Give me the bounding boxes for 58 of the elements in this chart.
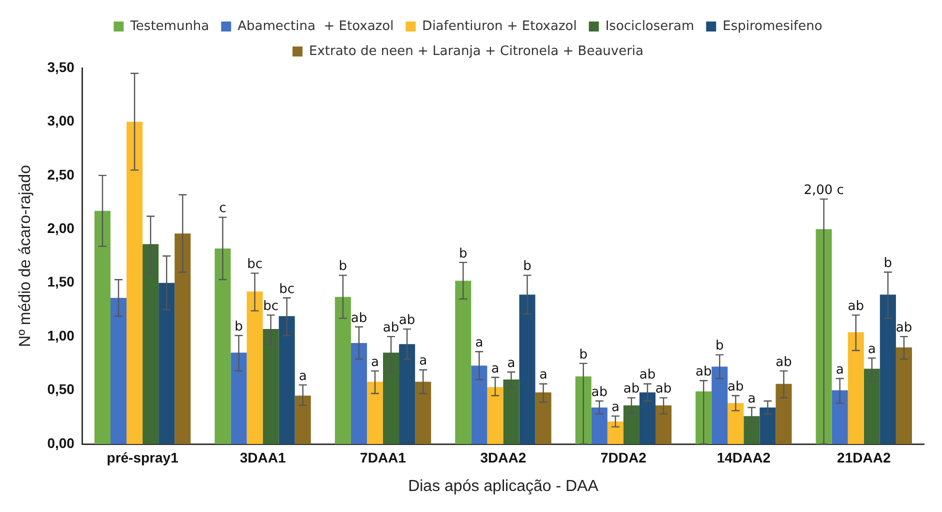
x-tick-label: 21DAA2 [837, 449, 891, 466]
data-label: a [475, 335, 484, 350]
data-label: ab [591, 384, 608, 400]
data-label: bc [263, 298, 278, 314]
y-tick-label: 2,00 [47, 220, 75, 236]
y-tick-label: 1,50 [47, 274, 75, 290]
data-label: a [748, 391, 756, 406]
x-tick-label: 3DAA1 [240, 449, 286, 466]
y-axis-title: Nº médio de ácaro-rajado [17, 164, 34, 347]
x-tick-label: 7DDA2 [600, 449, 647, 466]
x-tick-label: 14DAA2 [716, 449, 771, 466]
data-label: b [459, 246, 468, 262]
data-label: ab [848, 298, 864, 314]
legend-label: Espiromesifeno [722, 18, 822, 34]
data-label: b [715, 338, 724, 354]
legend-label: Testemunha [129, 18, 210, 34]
data-label: c [219, 201, 226, 216]
x-tick-label: pré-spray1 [106, 449, 179, 466]
legend-label: Abamectina + Etoxazol [238, 18, 394, 34]
data-label: ab [695, 364, 712, 380]
data-label: ab [776, 354, 792, 370]
data-label: ab [896, 320, 912, 336]
data-label: b [884, 256, 892, 271]
y-tick-label: 3,00 [47, 112, 75, 129]
x-axis-title: Dias após aplicação - DAA [408, 478, 599, 495]
data-label: ab [639, 368, 656, 383]
x-tick-label: 7DAA1 [360, 449, 406, 466]
data-label: b [338, 259, 348, 274]
legend-label: Diafentiuron + Etoxazol [422, 18, 577, 34]
data-label: ab [382, 320, 400, 336]
data-label: a [371, 354, 379, 370]
legend-label: Isocicloseram [605, 18, 694, 34]
x-tick-label: 3DAA2 [480, 449, 526, 466]
data-label: 2,00 c [804, 182, 844, 198]
y-tick-label: 3,50 [47, 58, 75, 75]
data-label: ab [350, 310, 368, 326]
data-label: ab [398, 312, 416, 328]
data-label: a [836, 362, 844, 378]
y-tick-label: 2,50 [47, 166, 75, 182]
legend-label: Extrato de neen + Laranja + Citronela + Beauveria [308, 44, 644, 59]
data-label: a [298, 368, 307, 384]
data-label: a [539, 368, 548, 383]
data-label: a [868, 342, 876, 357]
data-label: a [507, 356, 516, 371]
data-label: a [611, 400, 620, 415]
data-label: bc [247, 257, 262, 272]
data-label: ab [728, 380, 744, 395]
data-label: a [419, 354, 428, 369]
y-tick-label: 0,50 [47, 381, 75, 398]
y-tick-label: 1,00 [47, 327, 75, 344]
y-tick-label: 0,00 [47, 434, 75, 451]
data-label: a [491, 361, 500, 376]
data-label: bc [279, 282, 295, 297]
data-label: ab [655, 382, 672, 397]
data-label: b [234, 319, 243, 334]
data-label: ab [623, 382, 640, 397]
data-label: b [579, 347, 588, 362]
data-label: b [523, 259, 532, 274]
